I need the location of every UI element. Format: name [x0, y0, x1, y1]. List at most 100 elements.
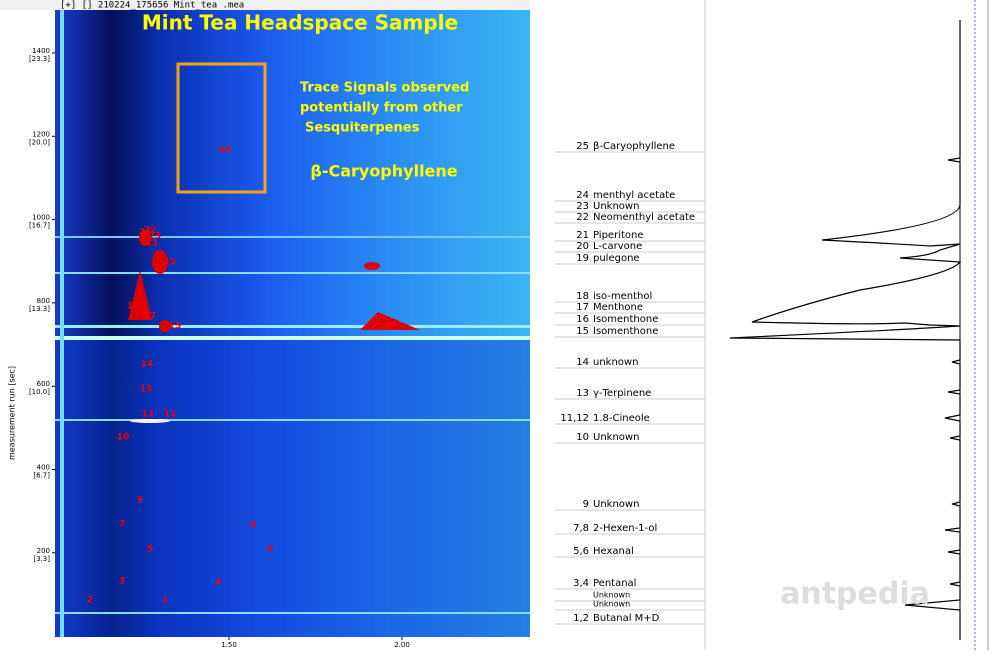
- peak-label: 24: [139, 228, 152, 238]
- y-tick-sublabel: [6.7]: [33, 472, 50, 480]
- row-name: Menthone: [593, 302, 643, 313]
- peak-label: 15: [169, 322, 182, 332]
- peak-label: 3: [119, 577, 125, 587]
- y-tick-label: 200: [37, 547, 50, 555]
- peak-label: 2: [87, 596, 93, 606]
- row-name: Unknown: [593, 201, 639, 212]
- row-number: 11,12: [560, 413, 589, 424]
- x-tick-label: 2.00: [394, 641, 410, 649]
- peak-label: 19: [164, 258, 177, 268]
- peak-label: 23: [149, 232, 162, 242]
- row-number: 9: [583, 499, 589, 510]
- peak-label: 22: [144, 226, 157, 236]
- row-name: Isomenthone: [593, 326, 658, 337]
- row-name: Unknown: [593, 432, 639, 443]
- row-name: β-Caryophyllene: [593, 141, 675, 152]
- y-tick-sublabel: [3.3]: [33, 555, 50, 563]
- row-number: 17: [576, 302, 589, 313]
- watermark: antpedia: [780, 577, 930, 612]
- row-name: menthyl acetate: [593, 190, 675, 201]
- y-tick-label: 1000: [32, 214, 50, 222]
- row-name: 1.8-Cineole: [593, 413, 650, 424]
- row-number: 16: [576, 314, 589, 325]
- annotation: Trace Signals observed potentially from o…: [300, 81, 469, 136]
- annotation-line: Sesquiterpenes: [305, 121, 420, 136]
- row-number: 14: [576, 357, 589, 368]
- row-number: 25: [576, 141, 589, 152]
- row-name: L-carvone: [593, 241, 642, 252]
- peak-label: 26: [379, 323, 392, 333]
- row-name: pulegone: [593, 253, 640, 264]
- peak-label: 20: [154, 264, 167, 274]
- peak-label: 12: [164, 410, 177, 420]
- heatmap-lower: [55, 340, 530, 637]
- row-number: 22: [576, 212, 589, 223]
- y-tick-label: 1400: [32, 47, 50, 55]
- row-number: 18: [576, 291, 589, 302]
- row-number: 20: [576, 241, 589, 252]
- row-number: 10: [576, 432, 589, 443]
- row-name: Unknown: [593, 591, 630, 600]
- heatmap: [55, 10, 530, 637]
- y-tick-label: 800: [37, 297, 50, 305]
- peak-label: 25: [219, 146, 232, 156]
- peak-label: 14: [141, 360, 154, 370]
- row-name: Piperitone: [593, 230, 644, 241]
- peak-label: 1: [162, 596, 168, 606]
- heatmap-features: [55, 10, 530, 637]
- row-number: 24: [576, 190, 589, 201]
- peak-label: 4: [215, 578, 221, 588]
- row-name: γ-Terpinene: [593, 388, 651, 399]
- annotation-compound: β-Caryophyllene: [310, 162, 457, 181]
- y-tick-label: 1200: [32, 130, 50, 138]
- row-number: 3,4: [573, 578, 589, 589]
- row-number: 15: [576, 326, 589, 337]
- row-name: Neomenthyl acetate: [593, 212, 695, 223]
- row-number: 21: [576, 230, 589, 241]
- row-number: 1,2: [573, 613, 589, 624]
- y-tick-sublabel: [10.0]: [29, 388, 50, 396]
- row-name: Isomenthone: [593, 314, 658, 325]
- peak-label: 6: [267, 545, 273, 555]
- header-text: [+] [] 210224_175656 Mint_tea .mea: [60, 1, 244, 11]
- row-number: 23: [576, 201, 589, 212]
- row-number: 19: [576, 253, 589, 264]
- row-name: iso-menthol: [593, 291, 652, 302]
- row-name: Unknown: [593, 499, 639, 510]
- row-name: Unknown: [593, 600, 630, 609]
- peak-label: 16: [134, 311, 147, 321]
- peak-label: 17: [144, 312, 157, 322]
- annotation-line: Trace Signals observed: [300, 81, 469, 96]
- peak-label: 8: [250, 521, 256, 531]
- row-name: Hexanal: [593, 546, 634, 557]
- y-tick-sublabel: [13.3]: [29, 305, 50, 313]
- row-name: Butanal M+D: [593, 613, 660, 624]
- y-tick-label: 400: [37, 464, 50, 472]
- header-bar: [0, 0, 530, 10]
- row-name: Pentanal: [593, 578, 636, 589]
- row-number: 13: [576, 388, 589, 399]
- y-tick-sublabel: [16.7]: [29, 222, 50, 230]
- compound-table: [555, 138, 705, 628]
- y-axis-label: measurement run [sec]: [8, 366, 17, 460]
- peak-label: 18: [127, 302, 140, 312]
- row-number: 5,6: [573, 546, 589, 557]
- row-name: 2-Hexen-1-ol: [593, 523, 657, 534]
- peak-label: 21: [146, 239, 159, 249]
- chart-title: Mint Tea Headspace Sample: [142, 11, 458, 35]
- y-tick-label: 600: [37, 380, 50, 388]
- peak-label: 7: [119, 520, 125, 530]
- trace-line: [729, 20, 962, 640]
- y-tick-sublabel: [20.0]: [29, 138, 50, 146]
- peak-label: 11: [142, 410, 155, 420]
- highlight-box: [176, 62, 267, 194]
- peak-label: 10: [117, 433, 130, 443]
- y-tick-sublabel: [23.3]: [29, 55, 50, 63]
- peak-label: 9: [137, 496, 143, 506]
- row-name: unknown: [593, 357, 638, 368]
- x-tick-label: 1.50: [221, 641, 237, 649]
- annotation-line: potentially from other: [300, 101, 463, 116]
- row-number: 7,8: [573, 523, 589, 534]
